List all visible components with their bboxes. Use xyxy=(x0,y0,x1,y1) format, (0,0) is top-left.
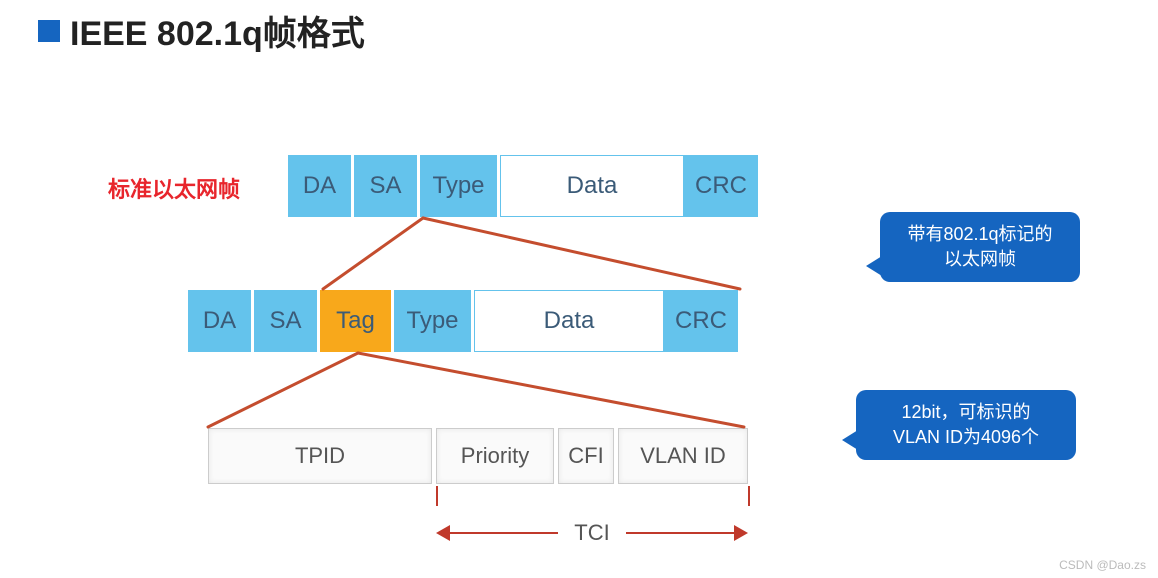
tci-line-left xyxy=(450,532,558,534)
row1-label: 标准以太网帧 xyxy=(108,172,240,204)
tci-line-right xyxy=(626,532,734,534)
callout2-line2: VLAN ID为4096个 xyxy=(872,425,1060,450)
frame-cell-sa: SA xyxy=(354,155,420,217)
page-title: IEEE 802.1q帧格式 xyxy=(70,6,365,55)
arrow-left-icon xyxy=(436,525,450,541)
tag-cell-priority: Priority xyxy=(436,428,554,484)
watermark: CSDN @Dao.zs xyxy=(1059,558,1146,572)
arrow-right-icon xyxy=(734,525,748,541)
title-row: IEEE 802.1q帧格式 xyxy=(38,6,365,55)
tci-left-bar xyxy=(436,486,438,506)
frame-cell-data: Data xyxy=(474,290,664,352)
callout2-tail-icon xyxy=(842,430,858,450)
frame-cell-type: Type xyxy=(394,290,474,352)
frame-cell-da: DA xyxy=(188,290,254,352)
tag-cell-tpid: TPID xyxy=(208,428,432,484)
callout1-tail-icon xyxy=(866,256,882,276)
tag-breakdown-row: TPIDPriorityCFIVLAN ID xyxy=(208,428,752,484)
frame-cell-tag: Tag xyxy=(320,290,394,352)
callout-tagged-frame: 带有802.1q标记的 以太网帧 xyxy=(880,212,1080,282)
tag-cell-cfi: CFI xyxy=(558,428,614,484)
frame-cell-crc: CRC xyxy=(684,155,758,217)
callout-vlanid: 12bit，可标识的 VLAN ID为4096个 xyxy=(856,390,1076,460)
tag-cell-vlan-id: VLAN ID xyxy=(618,428,748,484)
tagged-frame-row: DASATagTypeDataCRC xyxy=(188,290,738,352)
callout1-line1: 带有802.1q标记的 xyxy=(896,222,1064,247)
tci-right-bar xyxy=(748,486,750,506)
frame-cell-sa: SA xyxy=(254,290,320,352)
frame-cell-crc: CRC xyxy=(664,290,738,352)
frame-cell-da: DA xyxy=(288,155,354,217)
standard-frame-row: DASATypeDataCRC xyxy=(288,155,758,217)
bullet-icon xyxy=(38,20,60,42)
callout2-line1: 12bit，可标识的 xyxy=(872,400,1060,425)
frame-cell-data: Data xyxy=(500,155,684,217)
tci-indicator: TCI xyxy=(436,520,748,546)
callout1-line2: 以太网帧 xyxy=(896,247,1064,272)
connector-lines xyxy=(0,0,1158,578)
frame-cell-type: Type xyxy=(420,155,500,217)
tci-label: TCI xyxy=(558,520,625,546)
